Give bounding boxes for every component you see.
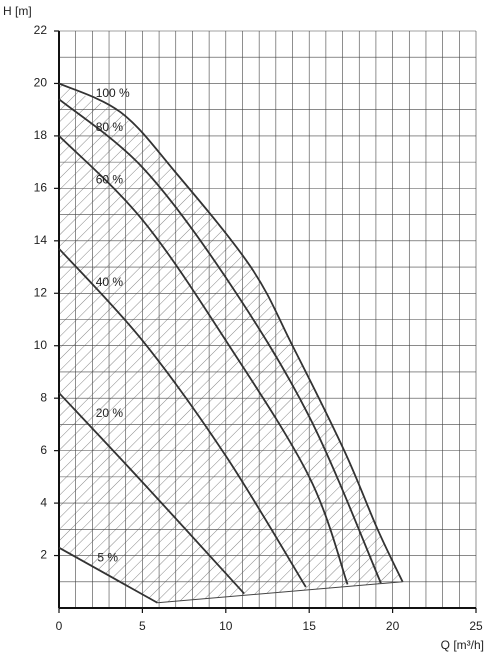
curve xyxy=(58,392,245,595)
curve xyxy=(58,248,307,588)
curve xyxy=(58,82,404,583)
y-tick-label: 18 xyxy=(34,128,48,142)
curve xyxy=(58,98,382,584)
curve-label: 100 % xyxy=(96,86,130,100)
y-tick-label: 4 xyxy=(40,495,47,509)
boundary-line xyxy=(157,581,403,604)
x-tick-label: 20 xyxy=(386,619,400,633)
curve xyxy=(58,135,349,585)
x-tick-label: 5 xyxy=(139,619,146,633)
x-axis-label: Q [m³/h] xyxy=(441,638,484,652)
y-tick-label: 14 xyxy=(34,233,48,247)
operating-area xyxy=(59,83,403,603)
x-tick-label: 0 xyxy=(56,619,63,633)
curve-label: 20 % xyxy=(96,406,124,420)
x-tick-label: 15 xyxy=(303,619,317,633)
y-tick-label: 12 xyxy=(34,285,48,299)
curve-label: 80 % xyxy=(96,120,124,134)
y-tick-label: 22 xyxy=(34,23,48,37)
y-tick-label: 10 xyxy=(34,338,48,352)
curve xyxy=(58,546,158,604)
y-tick-label: 2 xyxy=(40,548,47,562)
y-axis-label: H [m] xyxy=(3,4,32,18)
curve-label: 40 % xyxy=(96,275,124,289)
y-tick-label: 6 xyxy=(40,443,47,457)
y-tick-label: 8 xyxy=(40,390,47,404)
x-tick-label: 10 xyxy=(219,619,233,633)
y-tick-label: 20 xyxy=(34,76,48,90)
curve-label: 5 % xyxy=(97,550,118,564)
x-tick-label: 25 xyxy=(469,619,483,633)
curve-label: 60 % xyxy=(96,173,124,187)
y-tick-label: 16 xyxy=(34,181,48,195)
